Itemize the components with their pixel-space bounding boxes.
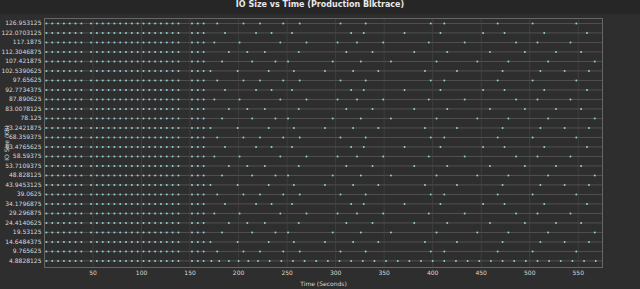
svg-text:14.6484375: 14.6484375 <box>5 238 41 245</box>
svg-text:550: 550 <box>573 269 585 276</box>
svg-text:34.1796875: 34.1796875 <box>5 200 41 207</box>
svg-text:24.4140625: 24.4140625 <box>5 219 41 226</box>
svg-text:122.0703125: 122.0703125 <box>1 29 41 36</box>
svg-text:58.59375: 58.59375 <box>13 152 42 159</box>
svg-text:107.421875: 107.421875 <box>5 57 41 64</box>
svg-text:87.890625: 87.890625 <box>9 95 42 102</box>
svg-text:450: 450 <box>475 269 487 276</box>
svg-text:100: 100 <box>136 269 148 276</box>
svg-text:83.0078125: 83.0078125 <box>5 105 41 112</box>
svg-text:Time (Seconds): Time (Seconds) <box>299 280 346 287</box>
svg-text:400: 400 <box>427 269 439 276</box>
svg-text:200: 200 <box>233 269 245 276</box>
svg-text:73.2421875: 73.2421875 <box>5 124 41 131</box>
svg-text:500: 500 <box>524 269 536 276</box>
svg-text:250: 250 <box>281 269 293 276</box>
svg-text:92.7734375: 92.7734375 <box>5 86 41 93</box>
svg-text:102.5390625: 102.5390625 <box>1 67 41 74</box>
svg-text:IO Size (KB): IO Size (KB) <box>3 125 10 160</box>
svg-text:63.4765625: 63.4765625 <box>5 143 41 150</box>
svg-text:29.296875: 29.296875 <box>9 209 42 216</box>
html-text:IO Size vs Time (Production Bl: IO Size vs Time (Production Blktrace) <box>235 0 405 9</box>
svg-text:350: 350 <box>378 269 390 276</box>
svg-text:9.765625: 9.765625 <box>13 247 42 254</box>
svg-text:50: 50 <box>89 269 97 276</box>
svg-text:150: 150 <box>184 269 196 276</box>
svg-text:117.1875: 117.1875 <box>13 38 42 45</box>
svg-text:19.53125: 19.53125 <box>13 228 42 235</box>
svg-text:43.9453125: 43.9453125 <box>5 181 41 188</box>
svg-text:112.3046875: 112.3046875 <box>1 48 41 55</box>
svg-text:78.125: 78.125 <box>21 114 42 121</box>
svg-text:126.953125: 126.953125 <box>5 19 41 26</box>
svg-text:300: 300 <box>330 269 342 276</box>
svg-text:53.7109375: 53.7109375 <box>5 162 41 169</box>
svg-text:97.65625: 97.65625 <box>13 76 42 83</box>
svg-text:39.0625: 39.0625 <box>17 190 42 197</box>
svg-text:48.828125: 48.828125 <box>9 171 42 178</box>
svg-text:68.359375: 68.359375 <box>9 133 42 140</box>
svg-text:4.8828125: 4.8828125 <box>9 257 42 264</box>
